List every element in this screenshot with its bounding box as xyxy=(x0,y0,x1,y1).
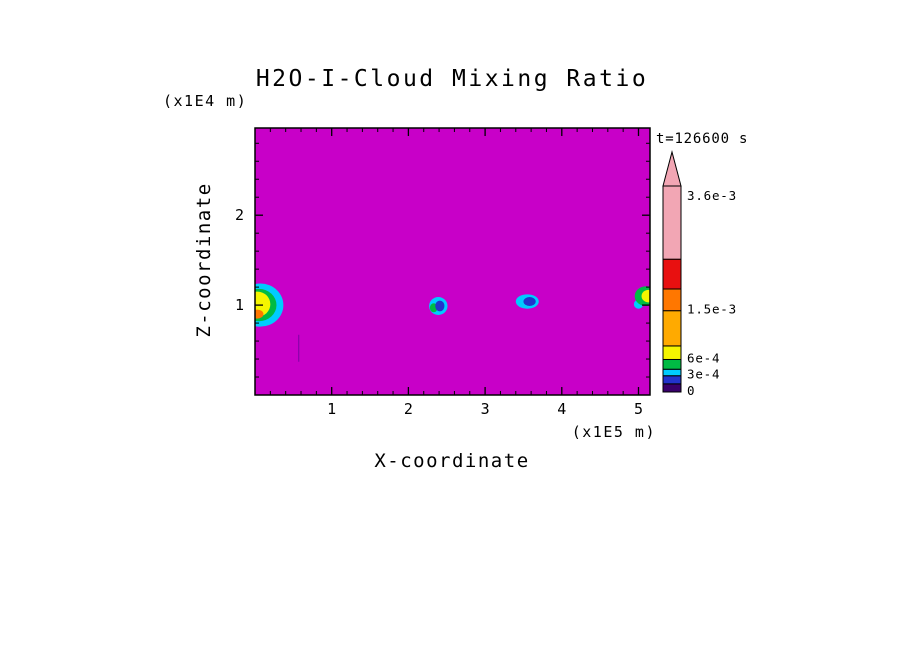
y-axis-label: Z-coordinate xyxy=(193,182,215,337)
colorbar-overflow-arrow-icon xyxy=(662,150,682,187)
cloud-features-layer xyxy=(255,283,650,362)
colorbar-segment xyxy=(662,345,682,360)
x-tick-label: 4 xyxy=(557,400,566,418)
colorbar-segment xyxy=(662,258,682,290)
plot-frame xyxy=(254,127,651,396)
colorbar-tick-label: 3e-4 xyxy=(687,367,720,382)
cloud-feature xyxy=(255,309,264,319)
x-axis-tick-labels: 1 2 3 4 5 xyxy=(327,400,643,418)
colorbar-tick-label: 0 xyxy=(687,383,695,398)
colorbar-segment xyxy=(662,288,682,312)
cloud-feature xyxy=(523,297,536,306)
colorbar-segment xyxy=(662,185,682,260)
x-axis-unit-label: (x1E5 m) xyxy=(572,423,656,441)
plot-title: H2O-I-Cloud Mixing Ratio xyxy=(256,66,648,92)
colorbar-segment xyxy=(662,310,682,347)
x-axis-label: X-coordinate xyxy=(374,450,529,472)
x-tick-label: 5 xyxy=(634,400,643,418)
y-tick-label: 1 xyxy=(235,296,244,314)
colorbar-tick-label: 1.5e-3 xyxy=(687,302,737,317)
x-tick-label: 3 xyxy=(481,400,490,418)
colorbar-segment xyxy=(662,375,682,385)
time-annotation: t=126600 s xyxy=(656,131,748,147)
colorbar-segment xyxy=(662,368,682,377)
cloud-feature xyxy=(641,289,650,303)
x-tick-label: 1 xyxy=(327,400,336,418)
axis-ticks xyxy=(255,128,650,395)
plot-field-background xyxy=(255,128,650,395)
colorbar-tick-label: 3.6e-3 xyxy=(687,188,737,203)
colorbar-segment xyxy=(662,383,682,393)
colorbar-labels: 3.6e-3 1.5e-3 6e-4 3e-40 xyxy=(687,188,737,398)
colorbar xyxy=(662,150,682,393)
colorbar-tick-label: 6e-4 xyxy=(687,350,720,365)
x-tick-label: 2 xyxy=(404,400,413,418)
y-axis-unit-label: (x1E4 m) xyxy=(163,92,247,110)
colorbar-segment xyxy=(662,358,682,370)
cloud-feature xyxy=(435,300,445,312)
y-tick-label: 2 xyxy=(235,206,244,224)
y-axis-tick-labels: 12 xyxy=(235,206,244,314)
